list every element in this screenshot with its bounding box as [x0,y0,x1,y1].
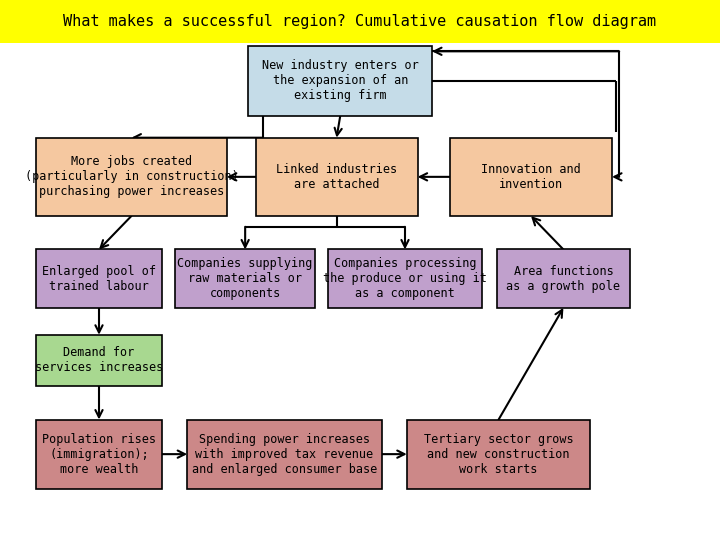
FancyBboxPatch shape [36,249,162,308]
FancyBboxPatch shape [256,138,418,216]
Text: Companies supplying
raw materials or
components: Companies supplying raw materials or com… [177,257,313,300]
Text: Linked industries
are attached: Linked industries are attached [276,163,397,191]
Text: Tertiary sector grows
and new construction
work starts: Tertiary sector grows and new constructi… [424,433,573,476]
FancyBboxPatch shape [0,0,720,43]
Text: New industry enters or
the expansion of an
existing firm: New industry enters or the expansion of … [262,59,418,103]
Text: Innovation and
invention: Innovation and invention [481,163,581,191]
FancyBboxPatch shape [187,420,382,489]
FancyBboxPatch shape [407,420,590,489]
FancyBboxPatch shape [36,335,162,386]
FancyBboxPatch shape [248,46,432,116]
FancyBboxPatch shape [36,138,227,216]
Text: Companies processing
the produce or using it
as a component: Companies processing the produce or usin… [323,257,487,300]
Text: Population rises
(immigration);
more wealth: Population rises (immigration); more wea… [42,433,156,476]
FancyBboxPatch shape [328,249,482,308]
Text: More jobs created
(particularly in construction)
purchasing power increases: More jobs created (particularly in const… [24,156,238,198]
FancyBboxPatch shape [175,249,315,308]
Text: Area functions
as a growth pole: Area functions as a growth pole [506,265,621,293]
FancyBboxPatch shape [36,420,162,489]
Text: Demand for
services increases: Demand for services increases [35,347,163,374]
FancyBboxPatch shape [450,138,612,216]
FancyBboxPatch shape [497,249,630,308]
Text: What makes a successful region? Cumulative causation flow diagram: What makes a successful region? Cumulati… [63,14,657,29]
Text: Spending power increases
with improved tax revenue
and enlarged consumer base: Spending power increases with improved t… [192,433,377,476]
Text: Enlarged pool of
trained labour: Enlarged pool of trained labour [42,265,156,293]
